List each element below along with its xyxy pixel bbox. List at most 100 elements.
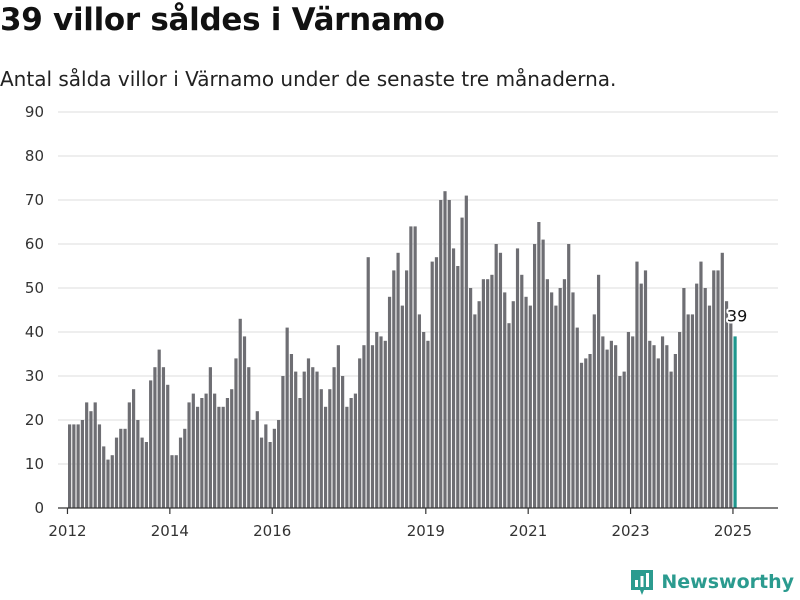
x-tick-label: 2021 [509, 522, 547, 540]
bar [93, 402, 97, 508]
bar [631, 336, 635, 508]
bar [183, 428, 187, 508]
x-axis-ticks: 2012 2014 2016 2019 2021 2023 2025 [48, 508, 752, 540]
bar [699, 261, 703, 508]
bar [161, 367, 166, 508]
bar [562, 279, 567, 508]
y-tick-label: 10 [25, 455, 44, 473]
bar [349, 398, 353, 508]
bar [204, 393, 208, 508]
bar [315, 371, 319, 508]
bar [673, 354, 677, 508]
bar [652, 345, 656, 508]
bar [302, 371, 306, 508]
bar [703, 288, 707, 508]
bar [353, 393, 358, 508]
bar [550, 292, 554, 508]
y-axis-ticks: 0 10 20 30 40 50 60 70 80 90 [25, 103, 44, 517]
bar [622, 371, 626, 508]
x-tick-label: 2012 [48, 522, 86, 540]
bar [579, 362, 584, 508]
y-tick-label: 40 [25, 323, 44, 341]
bar [200, 398, 204, 508]
bar [443, 191, 447, 508]
bar [451, 248, 456, 508]
bar [277, 420, 281, 508]
x-tick-label: 2016 [253, 522, 291, 540]
bar [123, 428, 127, 508]
bar [614, 345, 618, 508]
bar [217, 406, 221, 508]
bar [272, 428, 276, 508]
bar [456, 266, 460, 508]
y-tick-label: 20 [25, 411, 44, 429]
bar [221, 406, 225, 508]
bar [588, 354, 592, 508]
bar [319, 389, 323, 508]
bar [716, 270, 720, 508]
bar [724, 301, 729, 508]
bar [306, 358, 311, 508]
bar [486, 279, 490, 508]
bar [234, 358, 238, 508]
bar [524, 296, 528, 508]
brand-name: Newsworthy [661, 571, 794, 593]
y-tick-label: 60 [25, 235, 44, 253]
bars [68, 191, 737, 508]
bar [345, 406, 349, 508]
bar [144, 442, 148, 508]
bar [387, 296, 392, 508]
bar [571, 292, 575, 508]
bar [85, 402, 89, 508]
bar [605, 349, 609, 508]
bar [400, 305, 404, 508]
annotation-label: 39 [727, 306, 747, 325]
bar [268, 442, 272, 508]
bar [178, 437, 183, 508]
bar [383, 340, 387, 508]
bar [422, 332, 426, 508]
x-tick-label: 2025 [714, 522, 752, 540]
bar [247, 367, 251, 508]
bar [426, 340, 430, 508]
chart-logo-icon [631, 570, 654, 595]
bar [97, 424, 102, 508]
bar [110, 455, 114, 508]
bar [490, 274, 494, 508]
bar [106, 459, 110, 508]
bar [362, 345, 366, 508]
bar [405, 270, 409, 508]
y-tick-label: 70 [25, 191, 44, 209]
bar [328, 389, 332, 508]
bar [187, 402, 191, 508]
bar [528, 305, 532, 508]
bar [626, 332, 631, 508]
bar [507, 323, 511, 508]
bar [447, 200, 451, 508]
bar [264, 424, 268, 508]
bar [720, 252, 724, 508]
y-tick-label: 30 [25, 367, 44, 385]
bar [609, 340, 613, 508]
bar [213, 393, 217, 508]
bar [311, 367, 315, 508]
x-tick-label: 2019 [407, 522, 445, 540]
bar [153, 367, 157, 508]
bar [170, 455, 174, 508]
bar [131, 389, 136, 508]
bar [545, 279, 549, 508]
bar [541, 239, 545, 508]
bar [255, 411, 259, 508]
bar [660, 336, 665, 508]
bar [208, 367, 212, 508]
bar [592, 314, 596, 508]
annotation: 39 [725, 304, 749, 327]
bar [294, 371, 298, 508]
bar [259, 437, 264, 508]
bar [127, 402, 131, 508]
bar [281, 376, 285, 508]
bar [323, 406, 328, 508]
bar [729, 323, 733, 508]
bar [554, 305, 558, 508]
